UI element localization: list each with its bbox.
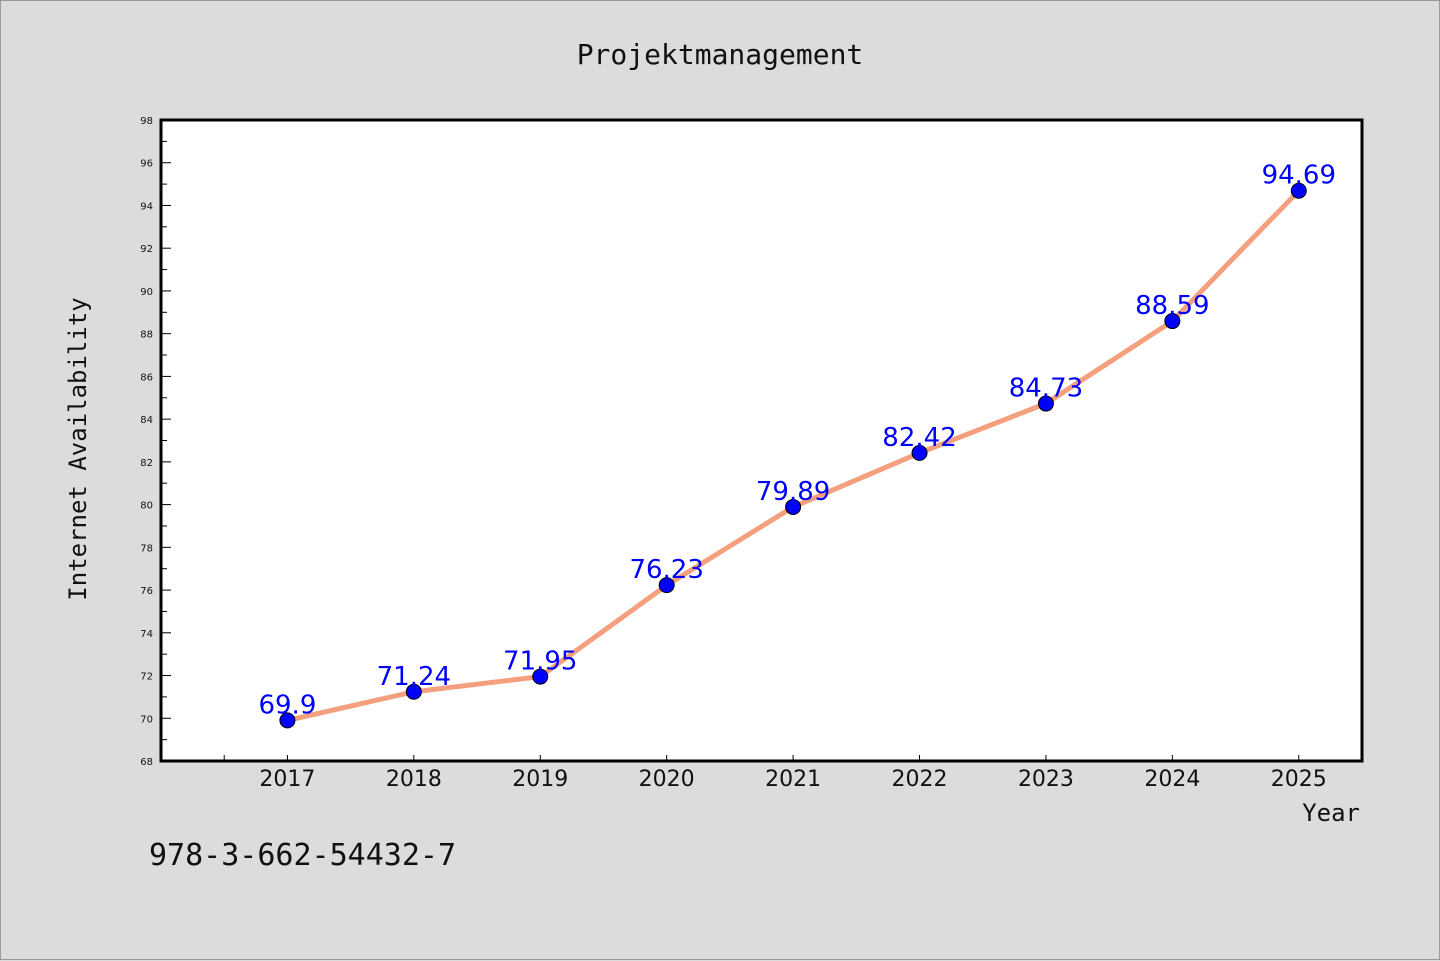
y-tick-label: 80	[140, 501, 153, 512]
x-tick-label: 2021	[765, 767, 821, 792]
y-tick-label: 98	[140, 116, 153, 127]
data-label: 76.23	[629, 555, 703, 585]
y-tick-label: 74	[140, 629, 153, 640]
chart-title: Projektmanagement	[577, 38, 864, 71]
x-axis: 2017 2018 2019 2020 2021 2022 2023 2024 2025	[223, 755, 1327, 792]
y-tick-label: 78	[140, 543, 153, 554]
data-point-marker	[405, 683, 422, 700]
y-tick-label: 88	[140, 330, 153, 341]
data-label: 88.59	[1135, 291, 1209, 321]
y-tick-label: 92	[140, 244, 153, 255]
data-point-marker	[785, 498, 802, 515]
data-label: 69.9	[258, 690, 316, 720]
data-label: 71.24	[377, 662, 451, 692]
data-point-marker	[1037, 395, 1054, 412]
y-tick-label: 82	[140, 458, 153, 469]
x-axis-label: Year	[1302, 799, 1360, 827]
y-tick-label: 72	[140, 672, 153, 683]
data-point-marker	[911, 444, 928, 461]
y-tick-label: 90	[140, 287, 153, 298]
data-point-marker	[1164, 313, 1181, 330]
data-label-group: 69.9 71.24 71.95 76.23 79.89 82.42 84.73 88.59 9…	[258, 161, 1336, 721]
y-axis-label: Internet Availability	[64, 297, 92, 600]
x-tick-label: 2020	[639, 767, 695, 792]
y-tick-label: 76	[140, 586, 153, 597]
y-axis: 68 70 72 74 76 78 80 82 84 86 88 90 92 94 96 98	[140, 116, 171, 768]
y-tick-label: 70	[140, 714, 153, 725]
data-point-marker	[1290, 182, 1307, 199]
y-tick-label: 68	[140, 757, 153, 768]
x-tick-label: 2018	[386, 767, 442, 792]
y-tick-label: 86	[140, 372, 153, 383]
y-tick-label: 84	[140, 415, 153, 426]
x-tick-label: 2023	[1018, 767, 1074, 792]
y-tick-label: 96	[140, 159, 153, 170]
data-label: 84.73	[1009, 374, 1083, 404]
y-tick-label: 94	[140, 201, 153, 212]
x-tick-label: 2025	[1271, 767, 1327, 792]
data-label: 82.42	[882, 423, 956, 453]
data-label: 94.69	[1262, 161, 1336, 191]
x-tick-label: 2022	[892, 767, 948, 792]
marker-group	[279, 182, 1307, 729]
x-tick-label: 2024	[1144, 767, 1200, 792]
data-point-marker	[532, 668, 549, 685]
isbn-footer: 978-3-662-54432-7	[149, 838, 456, 873]
plot-area	[159, 118, 1364, 763]
x-tick-label: 2019	[512, 767, 568, 792]
data-label: 79.89	[756, 477, 830, 507]
data-point-marker	[279, 712, 296, 729]
data-label: 71.95	[503, 647, 577, 677]
x-tick-label: 2017	[259, 767, 315, 792]
data-point-marker	[658, 577, 675, 594]
